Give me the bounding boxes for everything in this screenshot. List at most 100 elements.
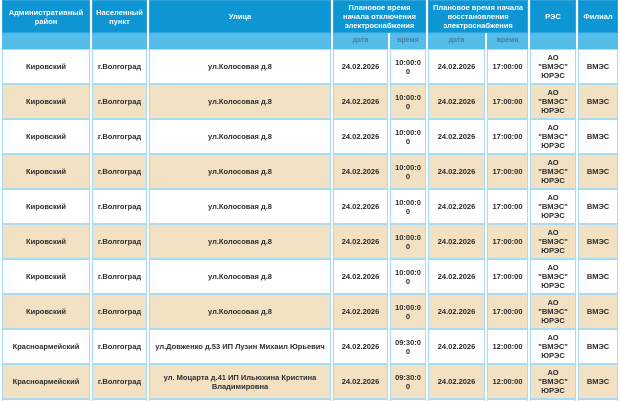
cell-res: АО "ВМЭС" ЮРЭС bbox=[530, 364, 577, 399]
cell-outage-date: 24.02.2026 bbox=[333, 329, 388, 364]
table-row: Кировский г.Волгоград ул.Колосовая д.8 2… bbox=[2, 224, 619, 259]
col-header-street: Улица bbox=[149, 0, 331, 33]
table-row: Красноармейский г.Волгоград ул.Довженко … bbox=[2, 329, 619, 364]
cell-admin-district: Кировский bbox=[2, 189, 90, 224]
cell-restore-time: 17:00:00 bbox=[487, 119, 529, 154]
cell-restore-time: 12:00:00 bbox=[487, 329, 529, 364]
cell-restore-time: 17:00:00 bbox=[487, 84, 529, 119]
subheader-outage-date: дата bbox=[333, 33, 388, 49]
cell-restore-time: 17:00:00 bbox=[487, 154, 529, 189]
cell-res: АО "ВМЭС" ЮРЭС bbox=[530, 189, 577, 224]
cell-settlement: г.Волгоград bbox=[92, 259, 147, 294]
cell-restore-date bbox=[428, 399, 486, 401]
cell-restore-time: 17:00:00 bbox=[487, 224, 529, 259]
cell-outage-time: 09:30:00 bbox=[390, 364, 427, 399]
cell-settlement: г.Волгоград bbox=[92, 329, 147, 364]
cell-admin-district: Кировский bbox=[2, 49, 90, 84]
cell-settlement: г.Волгоград bbox=[92, 119, 147, 154]
cell-settlement: г.Волгоград bbox=[92, 154, 147, 189]
cell-admin-district: Кировский bbox=[2, 119, 90, 154]
cell-outage-date: 24.02.2026 bbox=[333, 119, 388, 154]
cell-branch: ВМЭС bbox=[578, 294, 619, 329]
cell-admin-district: Кировский bbox=[2, 224, 90, 259]
cell-restore-date: 24.02.2026 bbox=[428, 329, 486, 364]
subheader-restore-time: время bbox=[487, 33, 529, 49]
cell-restore-date: 24.02.2026 bbox=[428, 189, 486, 224]
cell-admin-district: Красноармейский bbox=[2, 364, 90, 399]
cell-res: АО "ВМЭС" ЮРЭС bbox=[530, 224, 577, 259]
cell-restore-time: 12:00:00 bbox=[487, 364, 529, 399]
table-row: Кировский г.Волгоград ул.Колосовая д.8 2… bbox=[2, 189, 619, 224]
cell-outage-time: 09:30:00 bbox=[390, 329, 427, 364]
col-header-restore-start-group: Плановое время начала восстановления эле… bbox=[428, 0, 529, 33]
cell-street: ул.Колосовая д.8 bbox=[149, 224, 331, 259]
col-header-branch: Филиал bbox=[578, 0, 619, 33]
cell-outage-time bbox=[390, 399, 427, 401]
cell-settlement: г.Волгоград bbox=[92, 364, 147, 399]
cell-outage-date: 24.02.2026 bbox=[333, 189, 388, 224]
cell-outage-date: 24.02.2026 bbox=[333, 49, 388, 84]
cell-res: АО "ВМЭС" ЮРЭС bbox=[530, 294, 577, 329]
cell-branch: ВМЭС bbox=[578, 364, 619, 399]
cell-street: ул.Колосовая д.8 bbox=[149, 259, 331, 294]
cell-restore-date: 24.02.2026 bbox=[428, 154, 486, 189]
cell-outage-time: 10:00:00 bbox=[390, 224, 427, 259]
cell-admin-district: Кировский bbox=[2, 84, 90, 119]
subheader-row: дата время дата время bbox=[2, 33, 619, 49]
subheader-restore-date: дата bbox=[428, 33, 486, 49]
cell-restore-time: 17:00:00 bbox=[487, 294, 529, 329]
cell-outage-date: 24.02.2026 bbox=[333, 224, 388, 259]
cell-res: АО "ВМЭС" ЮРЭС bbox=[530, 329, 577, 364]
table-row: Кировский г.Волгоград ул.Колосовая д.8 2… bbox=[2, 119, 619, 154]
cell-restore-date: 24.02.2026 bbox=[428, 119, 486, 154]
header-row: Административный район Населенный пункт … bbox=[2, 0, 619, 33]
cell-street: ул.Колосовая д.8 bbox=[149, 49, 331, 84]
cell-res bbox=[530, 399, 577, 401]
col-header-admin-district: Административный район bbox=[2, 0, 90, 33]
cell-outage-time: 10:00:00 bbox=[390, 259, 427, 294]
cell-branch: ВМЭС bbox=[578, 49, 619, 84]
cell-res: АО "ВМЭС" ЮРЭС bbox=[530, 84, 577, 119]
cell-res: АО "ВМЭС" ЮРЭС bbox=[530, 259, 577, 294]
cell-outage-date: 24.02.2026 bbox=[333, 84, 388, 119]
cell-branch: ВМЭС bbox=[578, 189, 619, 224]
cell-admin-district bbox=[2, 399, 90, 401]
cell-outage-time: 10:00:00 bbox=[390, 119, 427, 154]
col-header-settlement: Населенный пункт bbox=[92, 0, 147, 33]
subheader-empty bbox=[2, 33, 90, 49]
cell-admin-district: Кировский bbox=[2, 294, 90, 329]
subheader-empty bbox=[92, 33, 147, 49]
cell-branch: ВМЭС bbox=[578, 84, 619, 119]
cell-settlement: г.Волгоград bbox=[92, 49, 147, 84]
cell-restore-date: 24.02.2026 bbox=[428, 224, 486, 259]
col-header-res: РЭС bbox=[530, 0, 577, 33]
cell-restore-date: 24.02.2026 bbox=[428, 294, 486, 329]
cell-street: ул.Довженко д.53 ИП Лузин Михаил Юрьевич bbox=[149, 329, 331, 364]
table-row: Кировский г.Волгоград ул.Колосовая д.8 2… bbox=[2, 294, 619, 329]
cell-street: ул.Колосовая д.8 bbox=[149, 294, 331, 329]
cell-restore-time: 17:00:00 bbox=[487, 259, 529, 294]
cell-settlement bbox=[92, 399, 147, 401]
table-row: Кировский г.Волгоград ул.Колосовая д.8 2… bbox=[2, 49, 619, 84]
cell-admin-district: Кировский bbox=[2, 154, 90, 189]
cell-outage-time: 10:00:00 bbox=[390, 189, 427, 224]
cell-admin-district: Кировский bbox=[2, 259, 90, 294]
cell-res: АО "ВМЭС" ЮРЭС bbox=[530, 49, 577, 84]
cell-street: ул. Моцарта д.41 ИП Ильюхина Кристина Вл… bbox=[149, 364, 331, 399]
table-row: Красноармейский г.Волгоград ул. Моцарта … bbox=[2, 364, 619, 399]
cell-outage-date: 24.02.2026 bbox=[333, 154, 388, 189]
table-row-partial bbox=[2, 399, 619, 401]
subheader-outage-time: время bbox=[390, 33, 427, 49]
cell-restore-date: 24.02.2026 bbox=[428, 364, 486, 399]
cell-res: АО "ВМЭС" ЮРЭС bbox=[530, 154, 577, 189]
cell-restore-time bbox=[487, 399, 529, 401]
cell-branch: ВМЭС bbox=[578, 329, 619, 364]
subheader-empty bbox=[149, 33, 331, 49]
cell-branch: ВМЭС bbox=[578, 224, 619, 259]
cell-branch: ВМЭС bbox=[578, 259, 619, 294]
subheader-empty bbox=[530, 33, 577, 49]
cell-restore-date: 24.02.2026 bbox=[428, 259, 486, 294]
cell-settlement: г.Волгоград bbox=[92, 224, 147, 259]
